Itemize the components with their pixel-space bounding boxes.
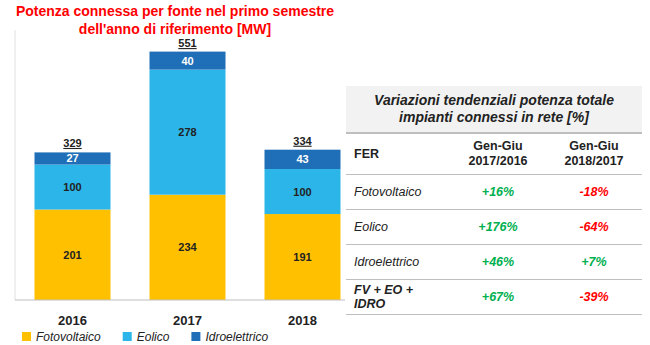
data-label: 40 [181, 55, 193, 67]
table-cell: -18% [546, 175, 642, 210]
table-cell: +7% [546, 245, 642, 280]
table-cell: Fotovoltaico [346, 175, 450, 210]
table-header-cell: FER [346, 133, 450, 175]
table-row: Eolico+176%-64% [346, 210, 642, 245]
y-axis-line [15, 30, 16, 300]
table-cell: +46% [450, 245, 546, 280]
legend-label: Eolico [137, 330, 170, 344]
change-table: Variazioni tendenziali potenza totale im… [346, 86, 642, 315]
table-cell: +67% [450, 280, 546, 315]
data-label: 27 [66, 152, 78, 164]
legend: Fotovoltaico Eolico Idroelettrico [22, 330, 268, 344]
bar-segment [35, 152, 111, 164]
table-cell: FV + EO + IDRO [346, 280, 450, 315]
table-title: Variazioni tendenziali potenza totale im… [346, 86, 642, 133]
x-tick-label: 2018 [288, 313, 317, 328]
table-row: Idroelettrico+46%+7% [346, 245, 642, 280]
total-label: 334 [293, 135, 312, 147]
bar-segment [35, 210, 111, 300]
x-tick-label: 2016 [58, 313, 87, 328]
legend-swatch [123, 332, 132, 341]
bar-segment [150, 70, 226, 195]
x-axis-line [15, 300, 345, 301]
data-label: 43 [296, 153, 308, 165]
table-cell: Eolico [346, 210, 450, 245]
bar-segment [265, 169, 341, 214]
chart-title: Potenza connessa per fonte nel primo sem… [8, 2, 342, 38]
chart: 201 100 27 329 2016 234 278 40 551 2017 191 100 43 33… [0, 0, 650, 345]
bar-segment [150, 195, 226, 300]
data-label: 234 [178, 241, 197, 253]
data-label: 100 [293, 186, 311, 198]
data-label: 100 [63, 181, 81, 193]
bar-segment [35, 165, 111, 210]
x-tick-label: 2017 [173, 313, 202, 328]
table-title-row: Variazioni tendenziali potenza totale im… [346, 86, 642, 133]
bar-segment [265, 150, 341, 169]
total-label: 551 [178, 37, 196, 49]
table-cell: Idroelettrico [346, 245, 450, 280]
data-label: 278 [178, 126, 196, 138]
table-header-cell: Gen-Giu 2017/2016 [450, 133, 546, 175]
table-header-cell: Gen-Giu 2018/2017 [546, 133, 642, 175]
table-row: FV + EO + IDRO+67%-39% [346, 280, 642, 315]
table-cell: -39% [546, 280, 642, 315]
table-cell: -64% [546, 210, 642, 245]
table-cell: +176% [450, 210, 546, 245]
bar-segment [265, 214, 341, 300]
legend-swatch [191, 332, 200, 341]
legend-label: Idroelettrico [205, 330, 268, 344]
data-label: 201 [63, 249, 81, 261]
legend-label: Fotovoltaico [36, 330, 101, 344]
total-label: 329 [63, 137, 81, 149]
bars [35, 52, 341, 300]
table-header-row: FERGen-Giu 2017/2016Gen-Giu 2018/2017 [346, 133, 642, 175]
labels: 201 100 27 329 2016 234 278 40 551 2017 191 100 43 33… [58, 37, 317, 328]
bar-segment [150, 52, 226, 70]
legend-swatch [22, 332, 31, 341]
table-row: Fotovoltaico+16%-18% [346, 175, 642, 210]
data-label: 191 [293, 251, 311, 263]
table-cell: +16% [450, 175, 546, 210]
